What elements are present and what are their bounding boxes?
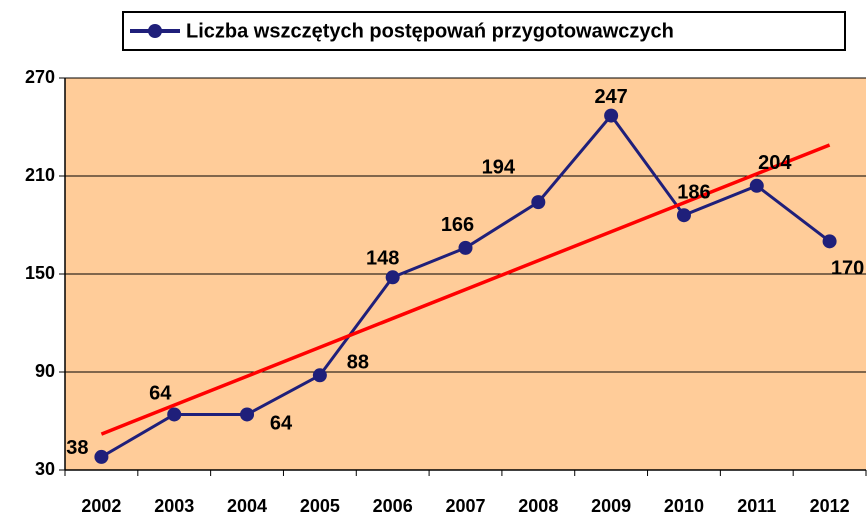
data-label: 194 [482,156,516,178]
data-label: 64 [149,383,172,405]
data-label: 204 [758,152,792,174]
data-label: 170 [831,258,864,280]
y-tick-label: 150 [25,263,55,283]
x-tick-label: 2010 [664,496,704,516]
x-tick-label: 2008 [518,496,558,516]
data-point [167,407,182,422]
data-point [676,208,691,223]
x-tick-label: 2004 [227,496,267,516]
x-tick-label: 2002 [81,496,121,516]
y-tick-label: 270 [25,67,55,87]
data-point [385,270,400,285]
x-tick-label: 2003 [154,496,194,516]
data-point [822,234,837,249]
y-tick-label: 90 [35,361,55,381]
data-label: 64 [270,413,293,435]
data-label: 38 [66,437,88,459]
legend-marker [148,24,162,38]
data-point [94,449,109,464]
x-tick-label: 2005 [300,496,340,516]
x-tick-label: 2011 [737,496,776,516]
data-label: 186 [677,181,710,203]
trend-line [100,143,831,436]
data-label: 247 [594,86,627,108]
x-tick-label: 2012 [810,496,850,516]
legend-label: Liczba wszczętych postępowań przygotowaw… [186,20,674,42]
y-tick-label: 210 [25,165,55,185]
data-point [604,108,619,123]
data-label: 148 [366,248,399,270]
data-label: 88 [347,352,369,374]
data-point [240,407,255,422]
y-tick-label: 30 [35,459,55,479]
data-point [458,240,473,255]
x-tick-label: 2006 [373,496,413,516]
data-point [749,178,764,193]
data-point [531,195,546,210]
x-tick-label: 2007 [445,496,485,516]
data-point [312,368,327,383]
data-label: 166 [441,214,474,236]
x-tick-label: 2009 [591,496,631,516]
legend-box [122,11,846,51]
